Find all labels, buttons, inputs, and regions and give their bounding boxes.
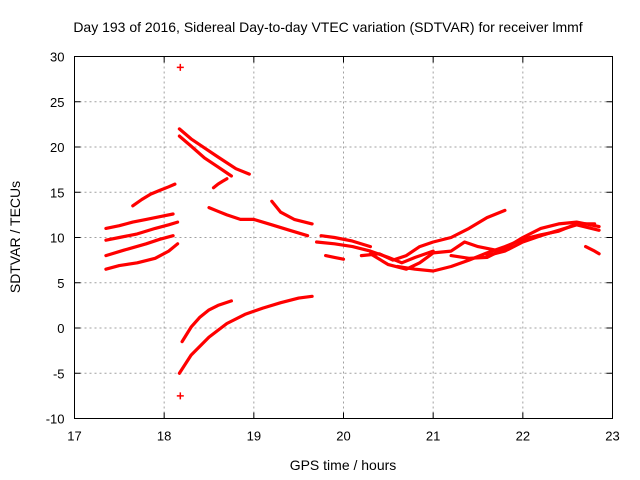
series-track-7 bbox=[177, 134, 233, 178]
x-tick-label: 21 bbox=[426, 429, 440, 444]
series-track-5 bbox=[131, 182, 177, 208]
series-track-8 bbox=[207, 206, 310, 238]
y-tick-label: 5 bbox=[57, 276, 64, 291]
series-track-4 bbox=[104, 242, 180, 271]
series-track-14 bbox=[315, 240, 435, 265]
y-tick-label: 10 bbox=[50, 231, 64, 246]
series-track-6 bbox=[177, 127, 251, 176]
data-point bbox=[176, 63, 184, 71]
series-track-12 bbox=[270, 199, 314, 226]
points-layer bbox=[176, 63, 184, 400]
y-tick-label: -5 bbox=[53, 366, 65, 381]
y-tick-label: 0 bbox=[57, 321, 64, 336]
series-track-18 bbox=[449, 220, 601, 260]
series-track-9 bbox=[211, 177, 229, 190]
y-axis-label: SDTVAR / TECUs bbox=[7, 181, 23, 293]
y-tick-label: -10 bbox=[46, 412, 65, 427]
series-track-3 bbox=[104, 234, 175, 258]
series-track-1 bbox=[104, 220, 180, 242]
x-tick-labels: 17 18 19 20 21 22 23 bbox=[67, 429, 619, 444]
x-tick-label: 18 bbox=[157, 429, 171, 444]
series-track-21 bbox=[584, 245, 601, 256]
x-tick-label: 23 bbox=[605, 429, 619, 444]
series-track-10 bbox=[180, 299, 233, 344]
y-tick-label: 20 bbox=[50, 140, 64, 155]
data-point bbox=[176, 392, 184, 400]
series-track-16 bbox=[368, 240, 498, 271]
series-layer bbox=[104, 127, 601, 375]
x-tick-label: 17 bbox=[67, 429, 81, 444]
x-tick-label: 20 bbox=[336, 429, 350, 444]
axis-ticks bbox=[74, 56, 613, 419]
y-tick-labels: -10 -5 0 5 10 15 20 25 30 bbox=[46, 50, 65, 427]
series-track-17 bbox=[395, 222, 597, 273]
series-track-11 bbox=[177, 294, 314, 375]
y-tick-label: 15 bbox=[50, 185, 64, 200]
series-track-20 bbox=[324, 254, 346, 261]
y-tick-label: 30 bbox=[50, 50, 64, 65]
x-tick-label: 22 bbox=[516, 429, 530, 444]
chart-title: Day 193 of 2016, Sidereal Day-to-day VTE… bbox=[73, 19, 582, 35]
series-track-19 bbox=[485, 223, 601, 258]
series-track-15 bbox=[359, 208, 507, 262]
series-track-13 bbox=[319, 234, 372, 249]
x-axis-label: GPS time / hours bbox=[290, 457, 397, 473]
series-track-2 bbox=[104, 212, 175, 230]
x-tick-label: 19 bbox=[247, 429, 261, 444]
y-tick-label: 25 bbox=[50, 95, 64, 110]
